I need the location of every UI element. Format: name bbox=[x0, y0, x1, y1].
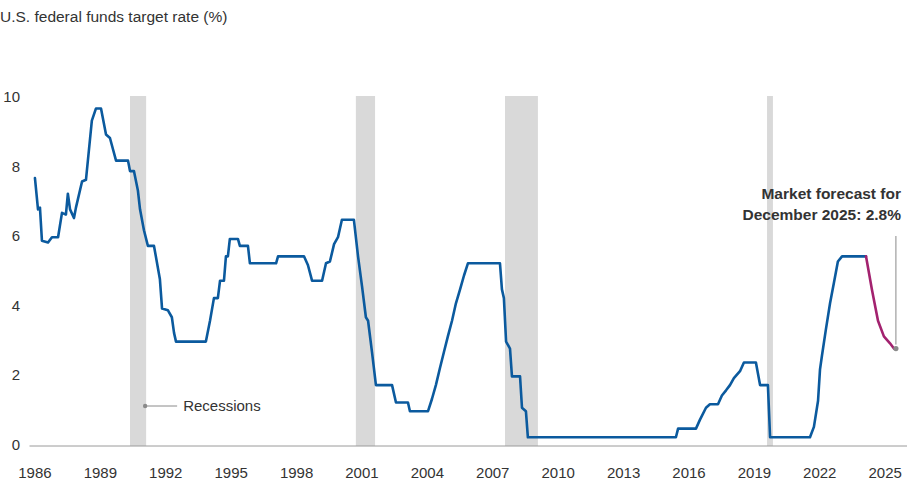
x-tick-label: 1989 bbox=[84, 464, 117, 481]
recession-label: Recessions bbox=[183, 397, 261, 414]
y-tick-label: 10 bbox=[3, 88, 20, 105]
x-tick-label: 1992 bbox=[149, 464, 182, 481]
x-tick-label: 1998 bbox=[280, 464, 313, 481]
x-tick-label: 2001 bbox=[345, 464, 378, 481]
x-axis bbox=[30, 446, 908, 447]
plot-area bbox=[35, 96, 894, 446]
x-tick-label: 2022 bbox=[803, 464, 836, 481]
y-tick-label: 2 bbox=[12, 366, 20, 383]
x-tick-label: 2010 bbox=[541, 464, 574, 481]
x-tick-label: 1995 bbox=[214, 464, 247, 481]
x-tick-label: 2025 bbox=[869, 464, 902, 481]
x-tick-label: 2007 bbox=[476, 464, 509, 481]
x-tick-label: 2004 bbox=[411, 464, 444, 481]
series-line bbox=[866, 256, 894, 348]
y-tick-label: 6 bbox=[12, 227, 20, 244]
recession-band bbox=[130, 96, 146, 446]
y-tick-label: 0 bbox=[12, 436, 20, 453]
y-tick-label: 4 bbox=[12, 297, 20, 314]
pointer-line bbox=[145, 406, 177, 407]
pointer-line bbox=[895, 236, 896, 345]
x-tick-label: 2013 bbox=[607, 464, 640, 481]
annotation: Market forecast for bbox=[761, 185, 901, 202]
y-tick-label: 8 bbox=[12, 158, 20, 175]
pointer-dot bbox=[893, 346, 898, 351]
title: U.S. federal funds target rate (%) bbox=[0, 8, 227, 25]
chart: U.S. federal funds target rate (%) 0 2 4 6 8 1… bbox=[0, 0, 916, 500]
annotation: December 2025: 2.8% bbox=[742, 206, 901, 223]
x-tick-label: 2019 bbox=[738, 464, 771, 481]
series-line bbox=[35, 108, 866, 437]
x-tick-label: 2016 bbox=[672, 464, 705, 481]
x-tick-label: 1986 bbox=[18, 464, 51, 481]
